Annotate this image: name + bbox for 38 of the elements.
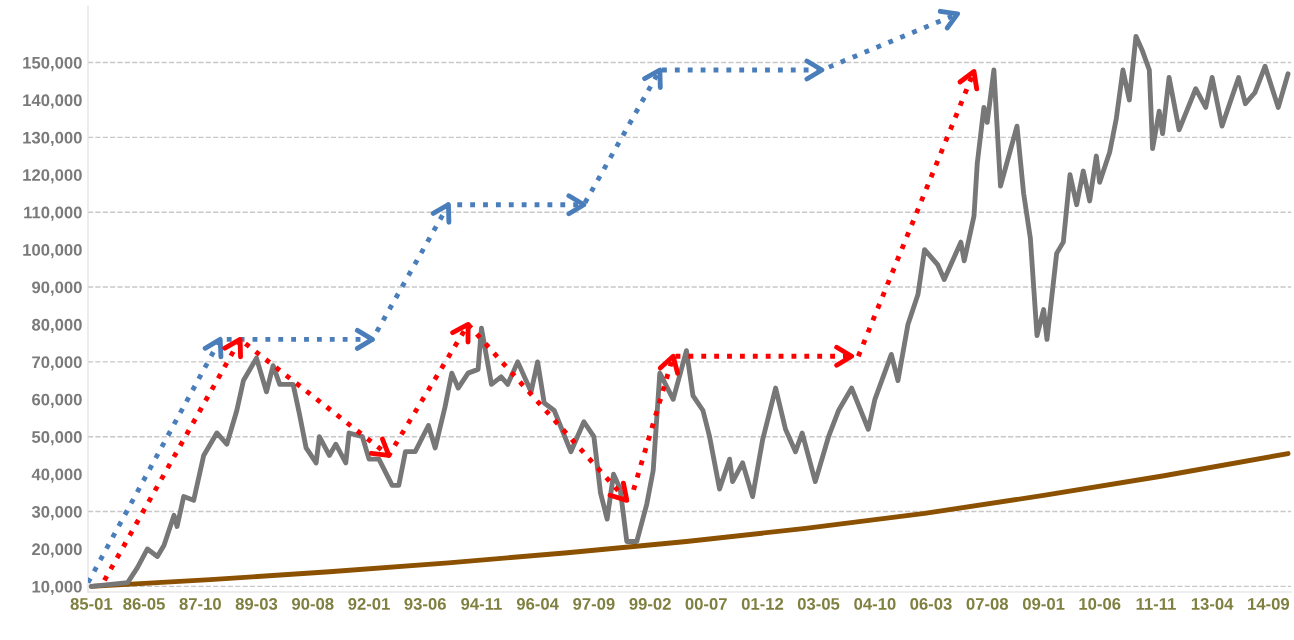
- y-tick-label: 70,000: [32, 356, 82, 371]
- y-tick-label: 80,000: [31, 318, 82, 334]
- y-tick-label: 10,000: [32, 580, 82, 596]
- x-tick-label: 99-02: [629, 598, 671, 610]
- x-tick-label: 93-06: [404, 598, 446, 610]
- x-tick-label: 86-05: [123, 598, 165, 610]
- x-tick-label: 11-11: [1136, 598, 1176, 610]
- y-tick-label: 130,000: [23, 131, 82, 146]
- y-tick-label: 150,000: [23, 56, 82, 72]
- x-tick-label: 92-01: [348, 598, 390, 610]
- x-tick-label: 00-07: [685, 598, 727, 610]
- x-tick-label: 09-01: [1022, 598, 1065, 610]
- y-tick-label: 50,000: [31, 431, 82, 446]
- x-tick-label: 87-10: [179, 598, 221, 610]
- x-tick-label: 90-08: [292, 598, 334, 610]
- line-series: [88, 33, 1291, 589]
- x-tick-label: 01-12: [741, 598, 784, 610]
- x-tick-label: 97-09: [573, 598, 615, 610]
- y-tick-label: 140,000: [23, 94, 82, 109]
- x-tick-label: 96-04: [516, 598, 559, 610]
- x-tick-label: 06-03: [910, 598, 952, 610]
- x-tick-label: 10-06: [1079, 598, 1121, 610]
- y-tick-label: 100,000: [23, 244, 82, 259]
- x-tick-label: 85-01: [70, 598, 113, 610]
- x-tick-label: 13-04: [1191, 598, 1234, 610]
- x-tick-label: 07-08: [966, 598, 1009, 610]
- x-tick-label: 04-10: [854, 598, 896, 610]
- y-tick-label: 30,000: [31, 505, 82, 521]
- y-tick-label: 20,000: [32, 543, 82, 558]
- y-tick-label: 90,000: [32, 281, 82, 296]
- x-tick-label: 03-05: [797, 598, 840, 610]
- y-tick-label: 60,000: [32, 393, 82, 408]
- y-tick-label: 110,000: [24, 206, 82, 221]
- x-tick-label: 94-11: [461, 598, 502, 610]
- x-tick-label: 89-03: [235, 598, 278, 610]
- y-tick-label: 120,000: [23, 169, 82, 184]
- y-tick-label: 40,000: [31, 468, 82, 483]
- x-tick-label: 14-09: [1248, 598, 1290, 610]
